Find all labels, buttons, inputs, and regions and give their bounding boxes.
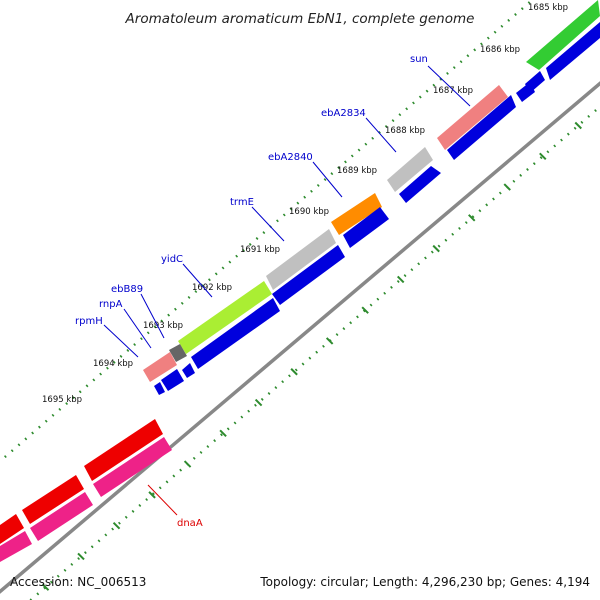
major-ticks — [41, 121, 582, 591]
kbp-label: 1690 kbp — [289, 207, 329, 217]
gene-label-trmE: trmE — [230, 197, 254, 208]
gene-labels: sun ebA2834 ebA2840 trmE yidC ebB89 rnpA… — [75, 54, 471, 529]
dnaA-magenta-feature — [0, 531, 32, 562]
kbp-label: 1689 kbp — [337, 166, 377, 176]
ebA2840-feature — [331, 193, 382, 235]
ebB89-cds — [182, 363, 195, 378]
ebA2834-cds — [399, 166, 441, 203]
outer-tick-guide — [0, 0, 535, 463]
gene-label-rpmH: rpmH — [75, 316, 103, 327]
major-tick — [574, 121, 582, 130]
kbp-label: 1688 kbp — [385, 126, 425, 136]
major-tick — [396, 275, 405, 284]
kbp-label: 1685 kbp — [528, 3, 568, 13]
dnaA-magenta-feature — [93, 437, 172, 497]
topology-summary: Topology: circular; Length: 4,296,230 bp… — [259, 575, 590, 589]
dnaA-magenta-feature — [30, 492, 93, 541]
major-tick — [361, 306, 369, 314]
ebB89-feature — [169, 344, 187, 362]
major-tick — [468, 214, 476, 222]
major-tick — [77, 552, 85, 561]
major-tick — [325, 337, 334, 345]
major-tick — [432, 244, 440, 253]
rpmH-cds — [154, 382, 165, 395]
dnaA-red-feature — [22, 475, 84, 524]
major-tick — [148, 491, 156, 499]
feature-track — [0, 0, 600, 562]
yidC-cds — [191, 298, 280, 369]
inner-tick-guide — [28, 105, 600, 600]
map-title: Aromatoleum aromaticum EbN1, complete ge… — [125, 11, 475, 27]
major-tick — [219, 429, 227, 438]
dnaA-red-feature — [0, 514, 24, 544]
gene-label-yidC: yidC — [161, 254, 183, 265]
cds-arrow — [546, 22, 600, 80]
kbp-label: 1695 kbp — [42, 395, 82, 405]
kbp-labels: 1685 kbp 1686 kbp 1687 kbp 1688 kbp 1689… — [42, 3, 568, 405]
sun-feature — [437, 85, 508, 150]
kbp-label: 1693 kbp — [143, 321, 183, 331]
dnaA-red-feature — [84, 419, 163, 481]
major-tick — [112, 521, 121, 530]
trmE-feature — [266, 229, 336, 290]
gene-label-dnaA: dnaA — [177, 518, 203, 529]
gene-label-ebB89: ebB89 — [111, 284, 143, 295]
cds-arrow — [516, 82, 535, 102]
accession-text: Accession: NC_006513 — [10, 575, 146, 589]
kbp-label: 1686 kbp — [480, 45, 520, 55]
major-tick — [183, 460, 192, 468]
rnpA-cds — [161, 369, 184, 391]
ebA2834-feature — [387, 147, 433, 192]
major-tick — [41, 583, 50, 591]
kbp-label: 1691 kbp — [240, 245, 280, 255]
gene-label-sun: sun — [410, 54, 428, 65]
rnpA-feature — [143, 352, 177, 382]
major-tick — [254, 398, 263, 407]
gene-label-ebA2840: ebA2840 — [268, 152, 313, 163]
major-tick — [503, 183, 511, 191]
major-tick — [290, 368, 298, 376]
gene-label-rnpA: rnpA — [99, 299, 123, 310]
kbp-label: 1692 kbp — [192, 283, 232, 293]
green-gene-feature — [526, 0, 600, 70]
gene-label-ebA2834: ebA2834 — [321, 108, 366, 119]
ebA2840-cds — [343, 207, 389, 248]
major-tick — [539, 152, 547, 160]
trmE-cds — [272, 245, 345, 305]
genome-backbone — [0, 81, 600, 594]
sun-cds — [447, 95, 516, 160]
kbp-label: 1694 kbp — [93, 359, 133, 369]
yidC-feature — [178, 281, 272, 354]
kbp-label: 1687 kbp — [433, 86, 473, 96]
